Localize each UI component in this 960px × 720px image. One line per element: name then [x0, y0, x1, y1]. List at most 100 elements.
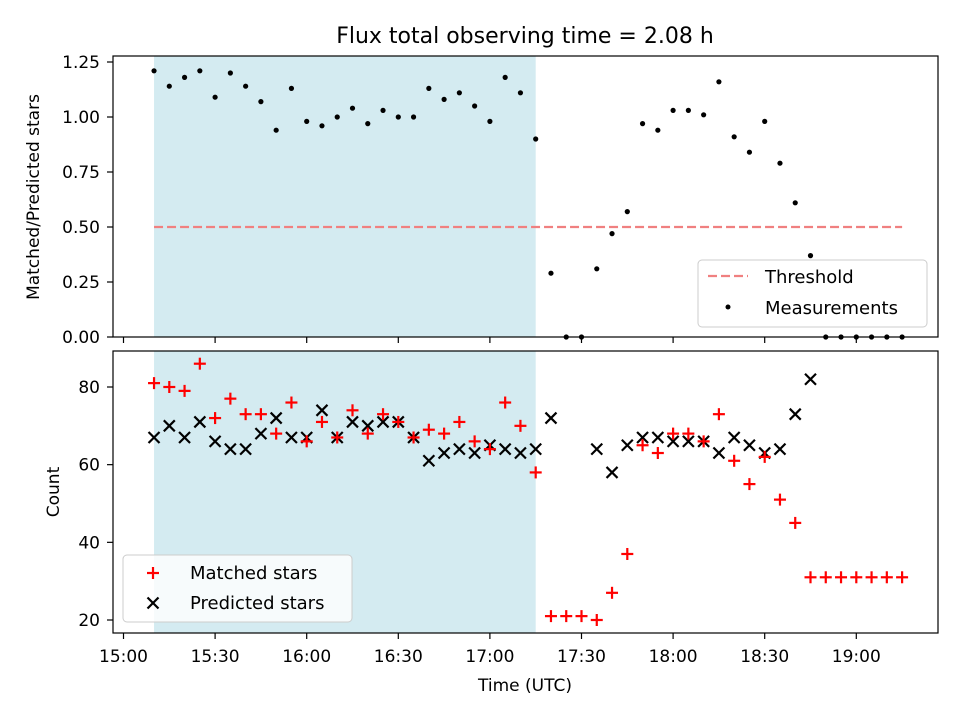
measurement-point — [624, 209, 630, 215]
measurement-point — [441, 96, 447, 102]
measurement-point — [548, 270, 554, 276]
matched-star-point — [529, 466, 542, 479]
matched-star-point — [483, 443, 496, 456]
predicted-star-point — [422, 454, 436, 468]
predicted-star-point — [498, 442, 512, 456]
measurement-point — [502, 74, 508, 80]
measurement-point — [533, 136, 539, 142]
matched-star-point — [331, 431, 344, 444]
matched-star-point — [728, 454, 741, 467]
measurement-point — [685, 107, 691, 113]
matched-star-point — [468, 435, 481, 448]
matched-star-point — [377, 408, 390, 421]
matched-star-point — [499, 396, 512, 409]
predicted-star-point — [193, 415, 207, 429]
measurement-point — [670, 107, 676, 113]
matched-star-point — [270, 427, 283, 440]
bottom-y-tick-label: 40 — [78, 533, 100, 553]
bottom-y-axis-label: Count — [44, 466, 64, 517]
matched-star-point — [651, 447, 664, 460]
measurement-point — [609, 231, 615, 237]
top-y-tick-label: 0.50 — [62, 218, 100, 238]
legend-measurements-label: Measurements — [765, 298, 898, 319]
predicted-star-point — [468, 446, 481, 460]
matched-star-point — [896, 571, 909, 584]
matched-star-point — [346, 404, 359, 417]
predicted-star-point — [682, 435, 695, 448]
measurement-point — [456, 90, 462, 96]
chart-title: Flux total observing time = 2.08 h — [336, 24, 714, 49]
matched-star-point — [178, 384, 191, 397]
top-plot-frame — [112, 55, 939, 338]
matched-star-point — [621, 547, 634, 560]
measurement-point — [166, 83, 172, 89]
top-y-tick-label: 1.25 — [62, 53, 100, 73]
measurement-point — [639, 121, 646, 127]
matched-star-point — [209, 412, 222, 425]
x-axis-label: Time (UTC) — [477, 676, 572, 696]
matched-star-point — [163, 381, 176, 393]
matched-star-point — [438, 427, 451, 440]
predicted-star-point — [163, 419, 176, 433]
matched-star-point — [407, 431, 420, 444]
measurement-point — [212, 94, 218, 100]
matched-star-point — [361, 427, 374, 440]
matched-star-point — [804, 571, 817, 584]
legend-threshold-label: Threshold — [764, 267, 854, 288]
measurement-point — [380, 107, 386, 113]
top-y-tick-label: 0.75 — [62, 163, 100, 183]
predicted-star-point — [254, 427, 268, 440]
matched-star-point — [560, 610, 573, 623]
matched-star-point — [544, 610, 557, 623]
bottom-y-tick-label: 60 — [78, 456, 100, 476]
predicted-star-point — [727, 431, 741, 444]
measurement-point — [777, 160, 783, 166]
predicted-star-point — [529, 442, 542, 456]
matched-star-point — [850, 571, 863, 584]
top-panel: 0.00 0.25 0.50 0.75 1.00 1.25 Matched/Predict… — [24, 53, 939, 348]
measurement-point — [655, 127, 661, 133]
predicted-star-point — [666, 435, 680, 448]
matched-star-point — [239, 408, 252, 421]
predicted-star-point — [239, 442, 252, 456]
matched-star-point — [285, 396, 298, 409]
predicted-star-point — [712, 446, 726, 460]
bottom-y-ticks: 20 40 60 80 — [78, 378, 113, 631]
x-tick-label: 18:30 — [740, 647, 789, 667]
matched-star-point — [819, 571, 832, 584]
top-shaded-region — [154, 56, 536, 337]
bottom-y-tick-label: 20 — [78, 611, 100, 631]
top-y-ticks: 0.00 0.25 0.50 0.75 1.00 1.25 — [62, 53, 113, 348]
measurement-point — [731, 134, 737, 140]
bottom-plot-frame — [112, 350, 939, 634]
measurement-point — [349, 105, 356, 111]
bottom-legend: Matched stars Predicted stars — [122, 554, 353, 623]
matched-star-point — [773, 493, 786, 506]
predicted-star-point — [285, 431, 298, 444]
x-tick-label: 17:00 — [465, 647, 514, 667]
predicted-star-point — [651, 431, 665, 444]
measurement-point — [762, 118, 768, 124]
matched-star-point — [667, 427, 680, 440]
matched-star-point — [606, 586, 619, 599]
measurement-point — [151, 68, 157, 74]
matched-star-point — [224, 392, 237, 405]
bottom-legend-box — [122, 554, 353, 623]
legend-predicted-swatch — [146, 596, 160, 610]
x-tick-label: 15:00 — [99, 647, 148, 667]
matched-star-point — [453, 415, 466, 428]
measurement-point — [746, 149, 753, 155]
matched-star-point — [315, 415, 328, 428]
predicted-star-point — [437, 446, 451, 460]
x-tick-label: 17:30 — [557, 647, 606, 667]
top-y-tick-label: 0.25 — [62, 273, 100, 293]
measurement-point — [181, 74, 188, 80]
matched-star-point — [422, 423, 435, 436]
measurement-point — [288, 85, 295, 91]
predicted-star-point — [453, 442, 466, 456]
predicted-star-point — [376, 415, 390, 429]
x-tick-label: 15:30 — [191, 647, 240, 667]
matched-star-point — [758, 450, 771, 463]
x-tick-label: 16:00 — [282, 647, 331, 667]
matched-star-point — [392, 415, 405, 428]
